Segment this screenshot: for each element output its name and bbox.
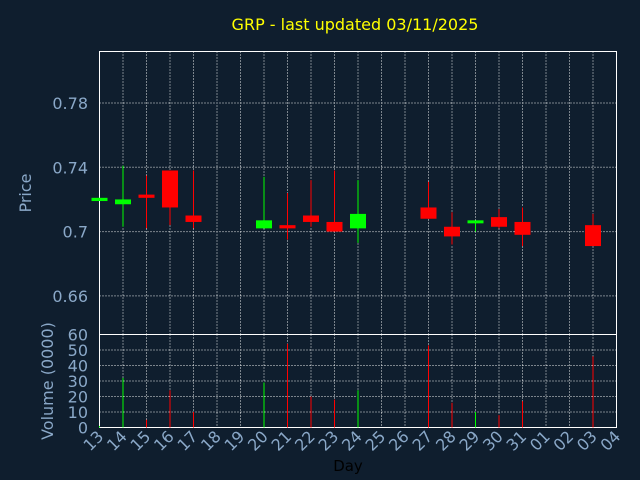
- price-tick-label: 0.74: [52, 158, 88, 177]
- candle-body: [279, 225, 296, 229]
- candle-body: [467, 220, 484, 224]
- candle-body: [185, 215, 202, 222]
- volume-tick-label: 0: [78, 419, 88, 438]
- candle-body: [491, 217, 507, 227]
- chart-title: GRP - last updated 03/11/2025: [232, 15, 479, 34]
- volume-tick-label: 60: [68, 326, 88, 345]
- volume-tick-label: 30: [68, 372, 88, 391]
- day-tick-label: 04: [596, 427, 624, 455]
- candle-body: [350, 213, 366, 229]
- price-tick-label: 0.7: [63, 223, 88, 242]
- candle-body: [256, 220, 272, 229]
- candle-body: [444, 226, 460, 237]
- candle-body: [585, 225, 601, 247]
- volume-tick-label: 40: [68, 357, 88, 376]
- day-axis-ticks: 1314151617181920212223242526272829303101…: [79, 427, 624, 455]
- volume-bars: [99, 343, 594, 428]
- candle-body: [326, 221, 343, 232]
- candle-body: [514, 221, 531, 235]
- candles: [91, 165, 601, 247]
- volume-axis-label: Volume (0000): [38, 322, 57, 440]
- candle-body: [303, 215, 319, 222]
- candle-body: [115, 199, 131, 205]
- candle-body: [91, 197, 108, 202]
- volume-tick-label: 20: [68, 388, 88, 407]
- candle-body: [138, 194, 155, 198]
- volume-tick-label: 50: [68, 341, 88, 360]
- price-axis-ticks: 0.66 0.7 0.74 0.78: [52, 94, 88, 306]
- volume-tick-label: 10: [68, 403, 88, 422]
- price-tick-label: 0.66: [52, 287, 88, 306]
- price-tick-label: 0.78: [52, 94, 88, 113]
- candle-body: [162, 170, 178, 208]
- candle-body: [420, 207, 437, 219]
- day-axis-label: Day: [333, 457, 363, 475]
- price-axis-label: Price: [16, 173, 35, 212]
